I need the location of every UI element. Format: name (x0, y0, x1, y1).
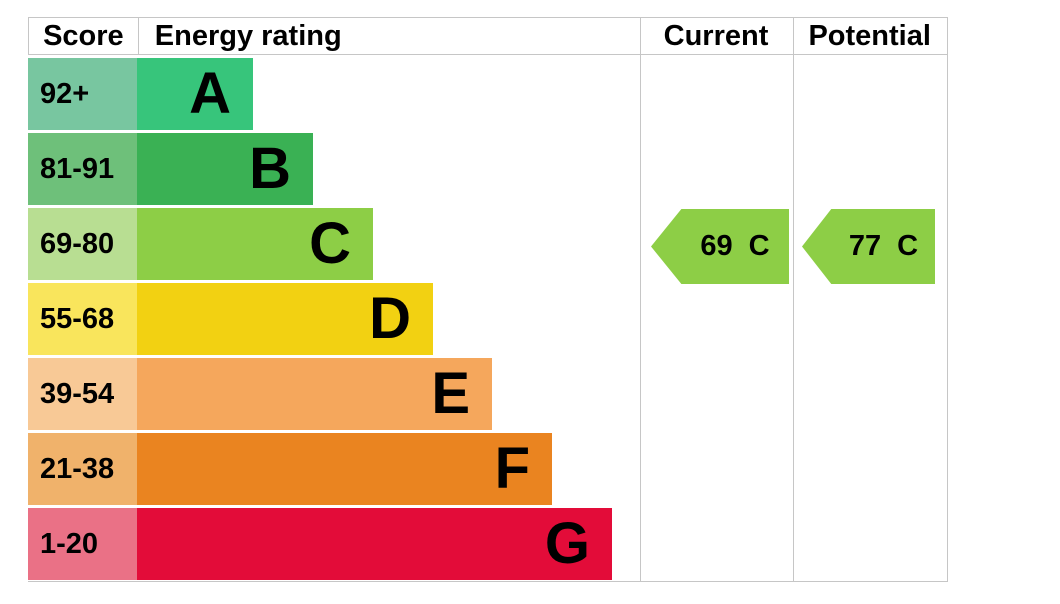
score-range-label-d: 55-68 (28, 283, 137, 355)
band-row-c: 69-80 C (28, 205, 947, 280)
table-header-row: Score Energy rating Current Potential (28, 18, 947, 55)
score-range-label-c: 69-80 (28, 208, 137, 280)
rating-letter-a: A (189, 61, 231, 126)
rating-bar-e: E (137, 358, 492, 430)
band-row-d: 55-68 D (28, 280, 947, 355)
rating-letter-f: F (494, 436, 530, 501)
band-row-b: 81-91 B (28, 130, 947, 205)
energy-rating-column-header: Energy rating (137, 18, 640, 54)
band-row-e: 39-54 E (28, 355, 947, 430)
rating-bar-a: A (137, 58, 253, 130)
rating-bar-b: B (137, 133, 313, 205)
potential-column-header: Potential (808, 19, 931, 52)
score-range-label-a: 92+ (28, 58, 137, 130)
band-row-g: 1-20 G (28, 505, 947, 580)
rating-table: Score Energy rating Current Potential 92… (28, 17, 948, 582)
rating-bar-c: C (137, 208, 373, 280)
rating-letter-d: D (369, 286, 411, 351)
score-range-label-f: 21-38 (28, 433, 137, 505)
rating-letter-b: B (249, 136, 291, 201)
score-range-label-g: 1-20 (28, 508, 137, 580)
score-range-label-e: 39-54 (28, 358, 137, 430)
rating-letter-c: C (309, 211, 351, 276)
potential-rating-arrow: 77 C (802, 209, 935, 284)
band-row-f: 21-38 F (28, 430, 947, 505)
current-band-letter: C (748, 230, 770, 262)
rating-bar-f: F (137, 433, 552, 505)
band-row-a: 92+ A (28, 55, 947, 130)
potential-score-value: 77 (848, 230, 882, 262)
rating-letter-e: E (431, 361, 470, 426)
score-column-header: Score (43, 19, 124, 52)
score-range-label-b: 81-91 (28, 133, 137, 205)
rating-bands: 92+ A 81-91 B 69-80 C 55-68 D 39-54 E 21… (28, 55, 947, 580)
current-rating-arrow: 69 C (651, 209, 789, 284)
current-column-divider (640, 18, 641, 581)
rating-letter-g: G (544, 511, 590, 576)
rating-bar-g: G (137, 508, 612, 580)
current-column-header: Current (663, 19, 769, 52)
rating-bar-d: D (137, 283, 433, 355)
potential-band-letter: C (897, 230, 919, 262)
potential-column-divider (793, 18, 794, 581)
current-score-value: 69 (700, 230, 733, 262)
